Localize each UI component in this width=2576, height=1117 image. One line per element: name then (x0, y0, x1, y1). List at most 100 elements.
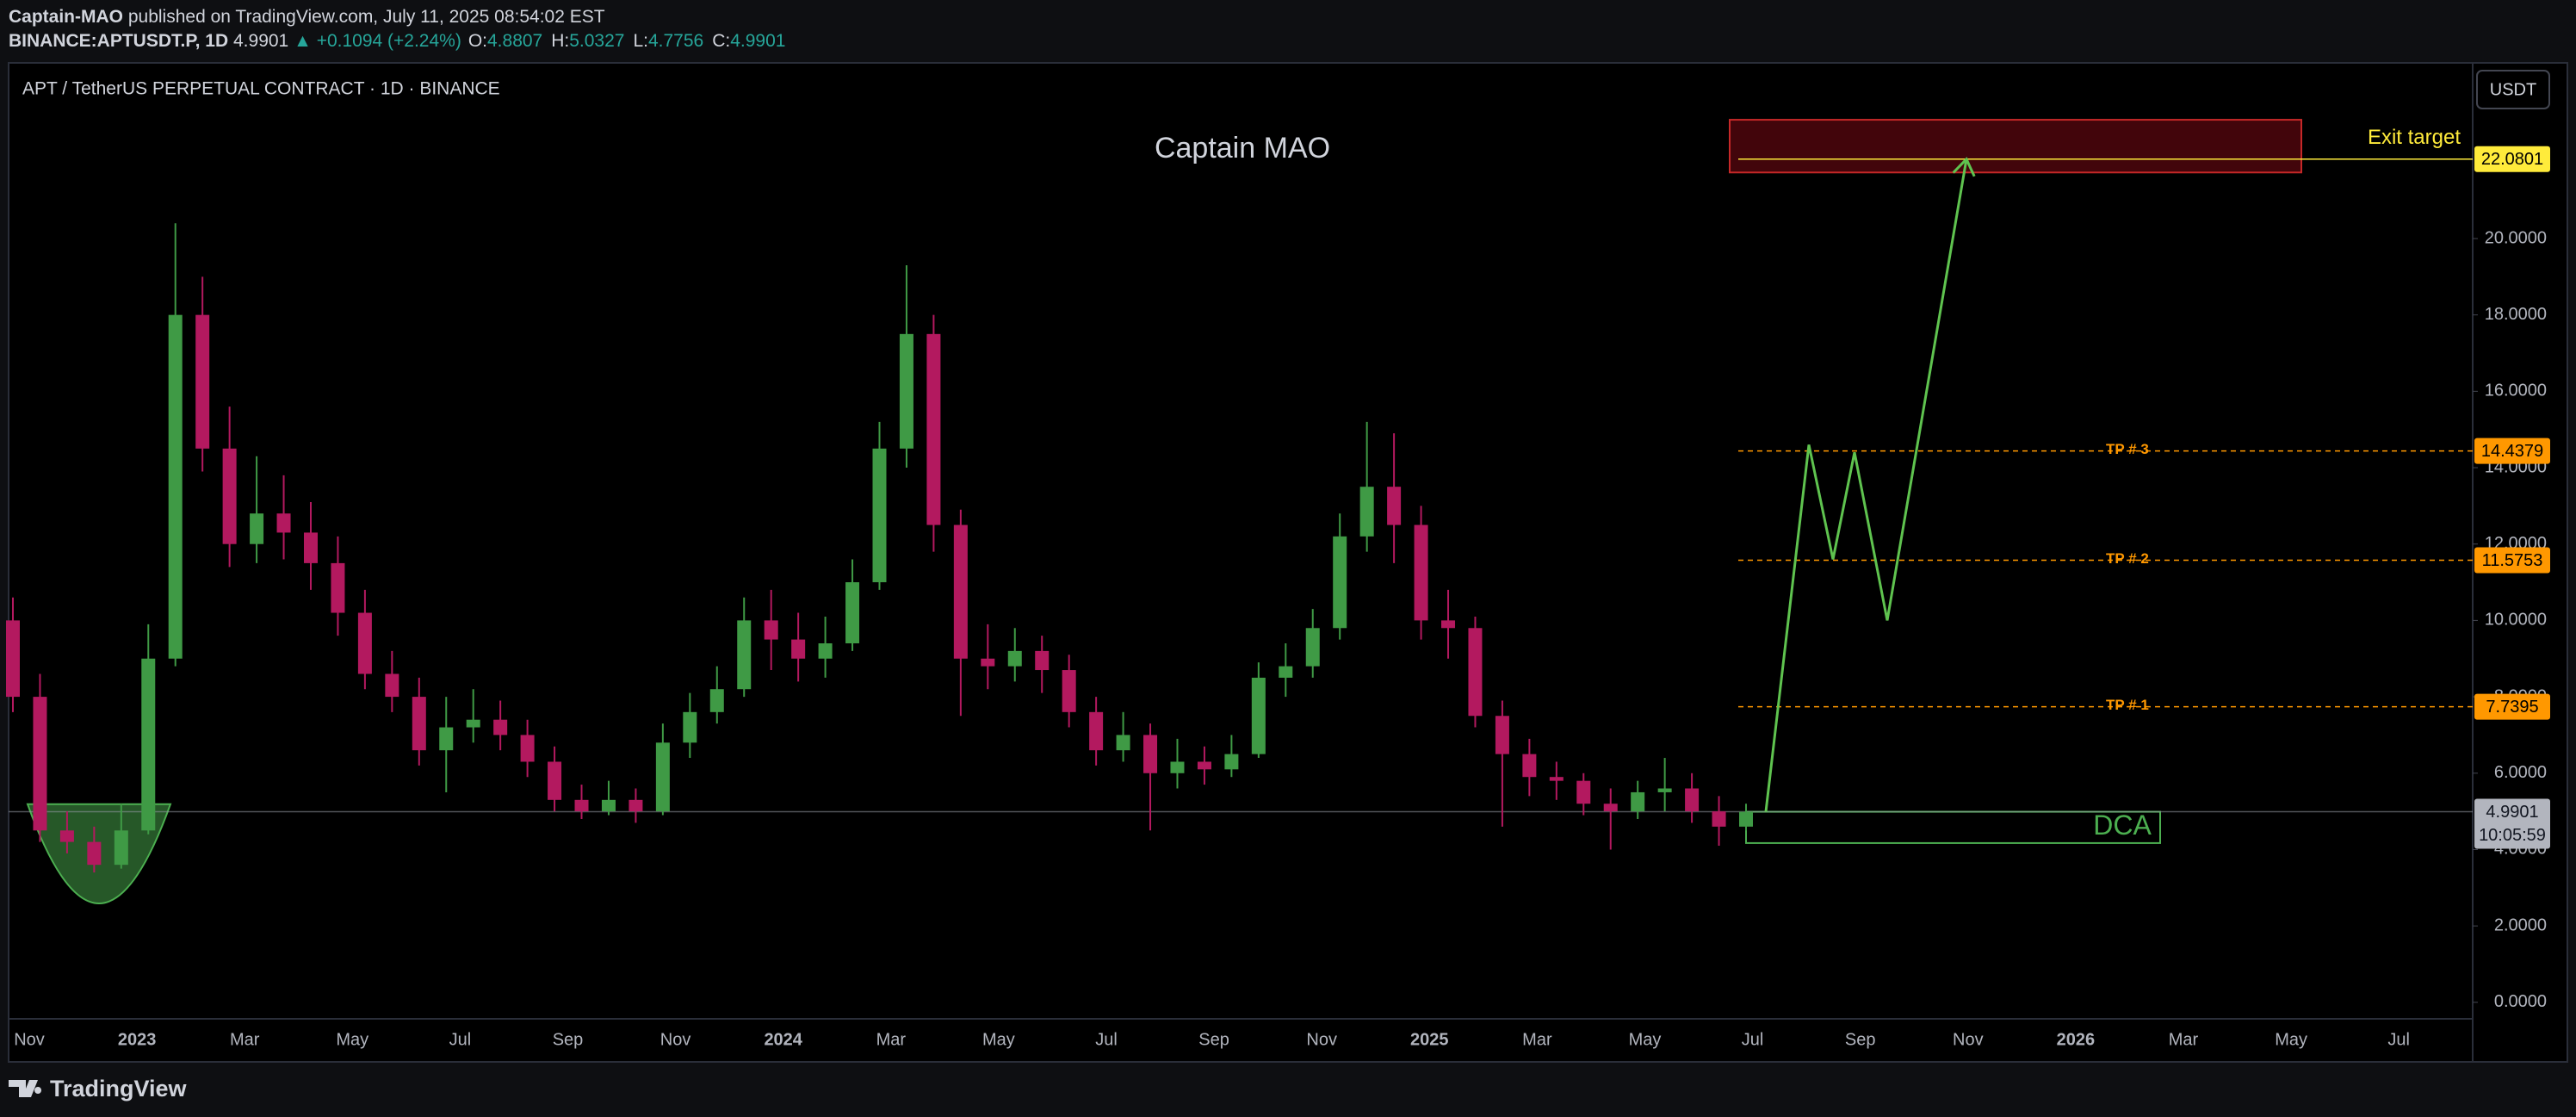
currency-label[interactable]: USDT (2490, 80, 2536, 99)
candle-body (926, 333, 941, 525)
x-tick-label: Nov (660, 1030, 691, 1049)
candle-body (845, 582, 860, 644)
price-tag (2474, 437, 2550, 464)
ohlc-value: 4.7756 (648, 31, 703, 51)
author-line: Captain-MAO published on TradingView.com… (9, 7, 605, 27)
candle-body (1739, 811, 1753, 827)
ohlc-label: O: (468, 31, 487, 51)
candle-body (1251, 677, 1266, 754)
x-tick-label: Jul (2387, 1030, 2410, 1049)
candle-body (1549, 777, 1564, 781)
candle-body (439, 727, 454, 751)
candle-body (1224, 754, 1239, 770)
symbol: BINANCE:APTUSDT.P, 1D (9, 31, 228, 51)
x-tick-label: May (982, 1030, 1015, 1049)
candle-body (1089, 711, 1104, 751)
y-tick-label: 16.0000 (2485, 382, 2547, 400)
candle-body (222, 448, 237, 544)
last-price-tag (2474, 798, 2550, 849)
price-tag-label: 14.4379 (2481, 442, 2543, 461)
candle-body (520, 735, 535, 762)
x-tick-label: Nov (14, 1030, 45, 1049)
x-tick-label: Sep (1198, 1030, 1229, 1049)
published: published on TradingView.com, July 11, 2… (128, 7, 605, 27)
x-tick-label: Nov (1306, 1030, 1337, 1049)
candle-body (818, 643, 833, 659)
candle-body (1685, 788, 1700, 812)
candle-body (331, 562, 345, 613)
x-tick-label: 2025 (1410, 1030, 1449, 1049)
projection-arrowhead (1952, 157, 1976, 177)
candle-body (574, 799, 589, 812)
ohlc-value: 4.9901 (730, 31, 785, 51)
change: ▲ +0.1094 (+2.24%) (294, 31, 461, 51)
currency-button[interactable] (2476, 70, 2550, 109)
candle-body (1603, 804, 1618, 812)
price-tag (2474, 693, 2550, 720)
candle-body (655, 742, 670, 812)
ohlc-label: H: (551, 31, 569, 51)
candle-body (764, 620, 778, 640)
x-tick-label: Mar (230, 1030, 260, 1049)
candle-body (59, 830, 74, 842)
candle-body (276, 513, 291, 533)
x-tick-label: 2026 (2057, 1030, 2096, 1049)
logo-icon (9, 1080, 42, 1097)
tp-label: TP # 1 (2106, 697, 2149, 713)
candle-body (1414, 524, 1428, 621)
candle-body (1279, 666, 1293, 678)
price-tag (2474, 547, 2550, 574)
candle-body (1495, 716, 1509, 754)
candle-body (1576, 780, 1591, 804)
candle-body (981, 658, 995, 667)
candle-body (114, 830, 128, 866)
watermark: Captain MAO (1155, 132, 1330, 164)
candle-body (357, 612, 372, 674)
candle-body (629, 799, 643, 812)
candle-body (953, 524, 968, 659)
y-tick-label: 20.0000 (2485, 228, 2547, 247)
chart-title: APT / TetherUS PERPETUAL CONTRACT · 1D ·… (22, 79, 500, 99)
projection-path (1764, 158, 1968, 812)
candle-body (1143, 735, 1158, 773)
last-price-label: 4.9901 (2486, 803, 2538, 822)
candle-body (1387, 487, 1402, 525)
candle-body (1631, 791, 1645, 812)
candle-body (709, 689, 724, 712)
x-tick-label: Mar (1522, 1030, 1552, 1049)
price-tag-label: 22.0801 (2481, 150, 2543, 169)
x-tick-label: Jul (1095, 1030, 1118, 1049)
price-tag-label: 11.5753 (2482, 551, 2543, 570)
candle-body (141, 658, 156, 831)
exit-zone (1729, 119, 2302, 174)
x-tick-label: May (336, 1030, 368, 1049)
ohlc-label: C: (712, 31, 730, 51)
footer-logo (9, 1080, 42, 1097)
candle-body (1170, 761, 1185, 773)
exit-label: Exit target (2368, 126, 2461, 149)
candle-body (1657, 788, 1672, 792)
candle-body (195, 314, 210, 449)
candle-body (303, 532, 318, 563)
countdown-label: 10:05:59 (2479, 826, 2546, 845)
candle-body (33, 697, 47, 831)
candle-body (1468, 628, 1483, 717)
candle-body (1522, 754, 1537, 778)
x-tick-label: Sep (1845, 1030, 1876, 1049)
candle-body (899, 333, 913, 449)
x-tick-label: Mar (876, 1030, 907, 1049)
ohlc-value: 5.0327 (569, 31, 624, 51)
x-tick-label: Sep (553, 1030, 584, 1049)
last: 4.9901 (233, 31, 288, 51)
y-tick-label: 18.0000 (2485, 305, 2547, 324)
x-tick-label: Nov (1953, 1030, 1984, 1049)
x-tick-label: May (2275, 1030, 2307, 1049)
x-tick-label: 2023 (118, 1030, 157, 1049)
price-tag-label: 7.7395 (2486, 698, 2538, 717)
candle-body (872, 448, 887, 583)
candle-body (493, 719, 508, 735)
symbol-line: BINANCE:APTUSDT.P, 1D 4.9901 ▲ +0.1094 (… (9, 31, 785, 51)
x-tick-label: Mar (2169, 1030, 2199, 1049)
candle-body (1359, 487, 1374, 537)
